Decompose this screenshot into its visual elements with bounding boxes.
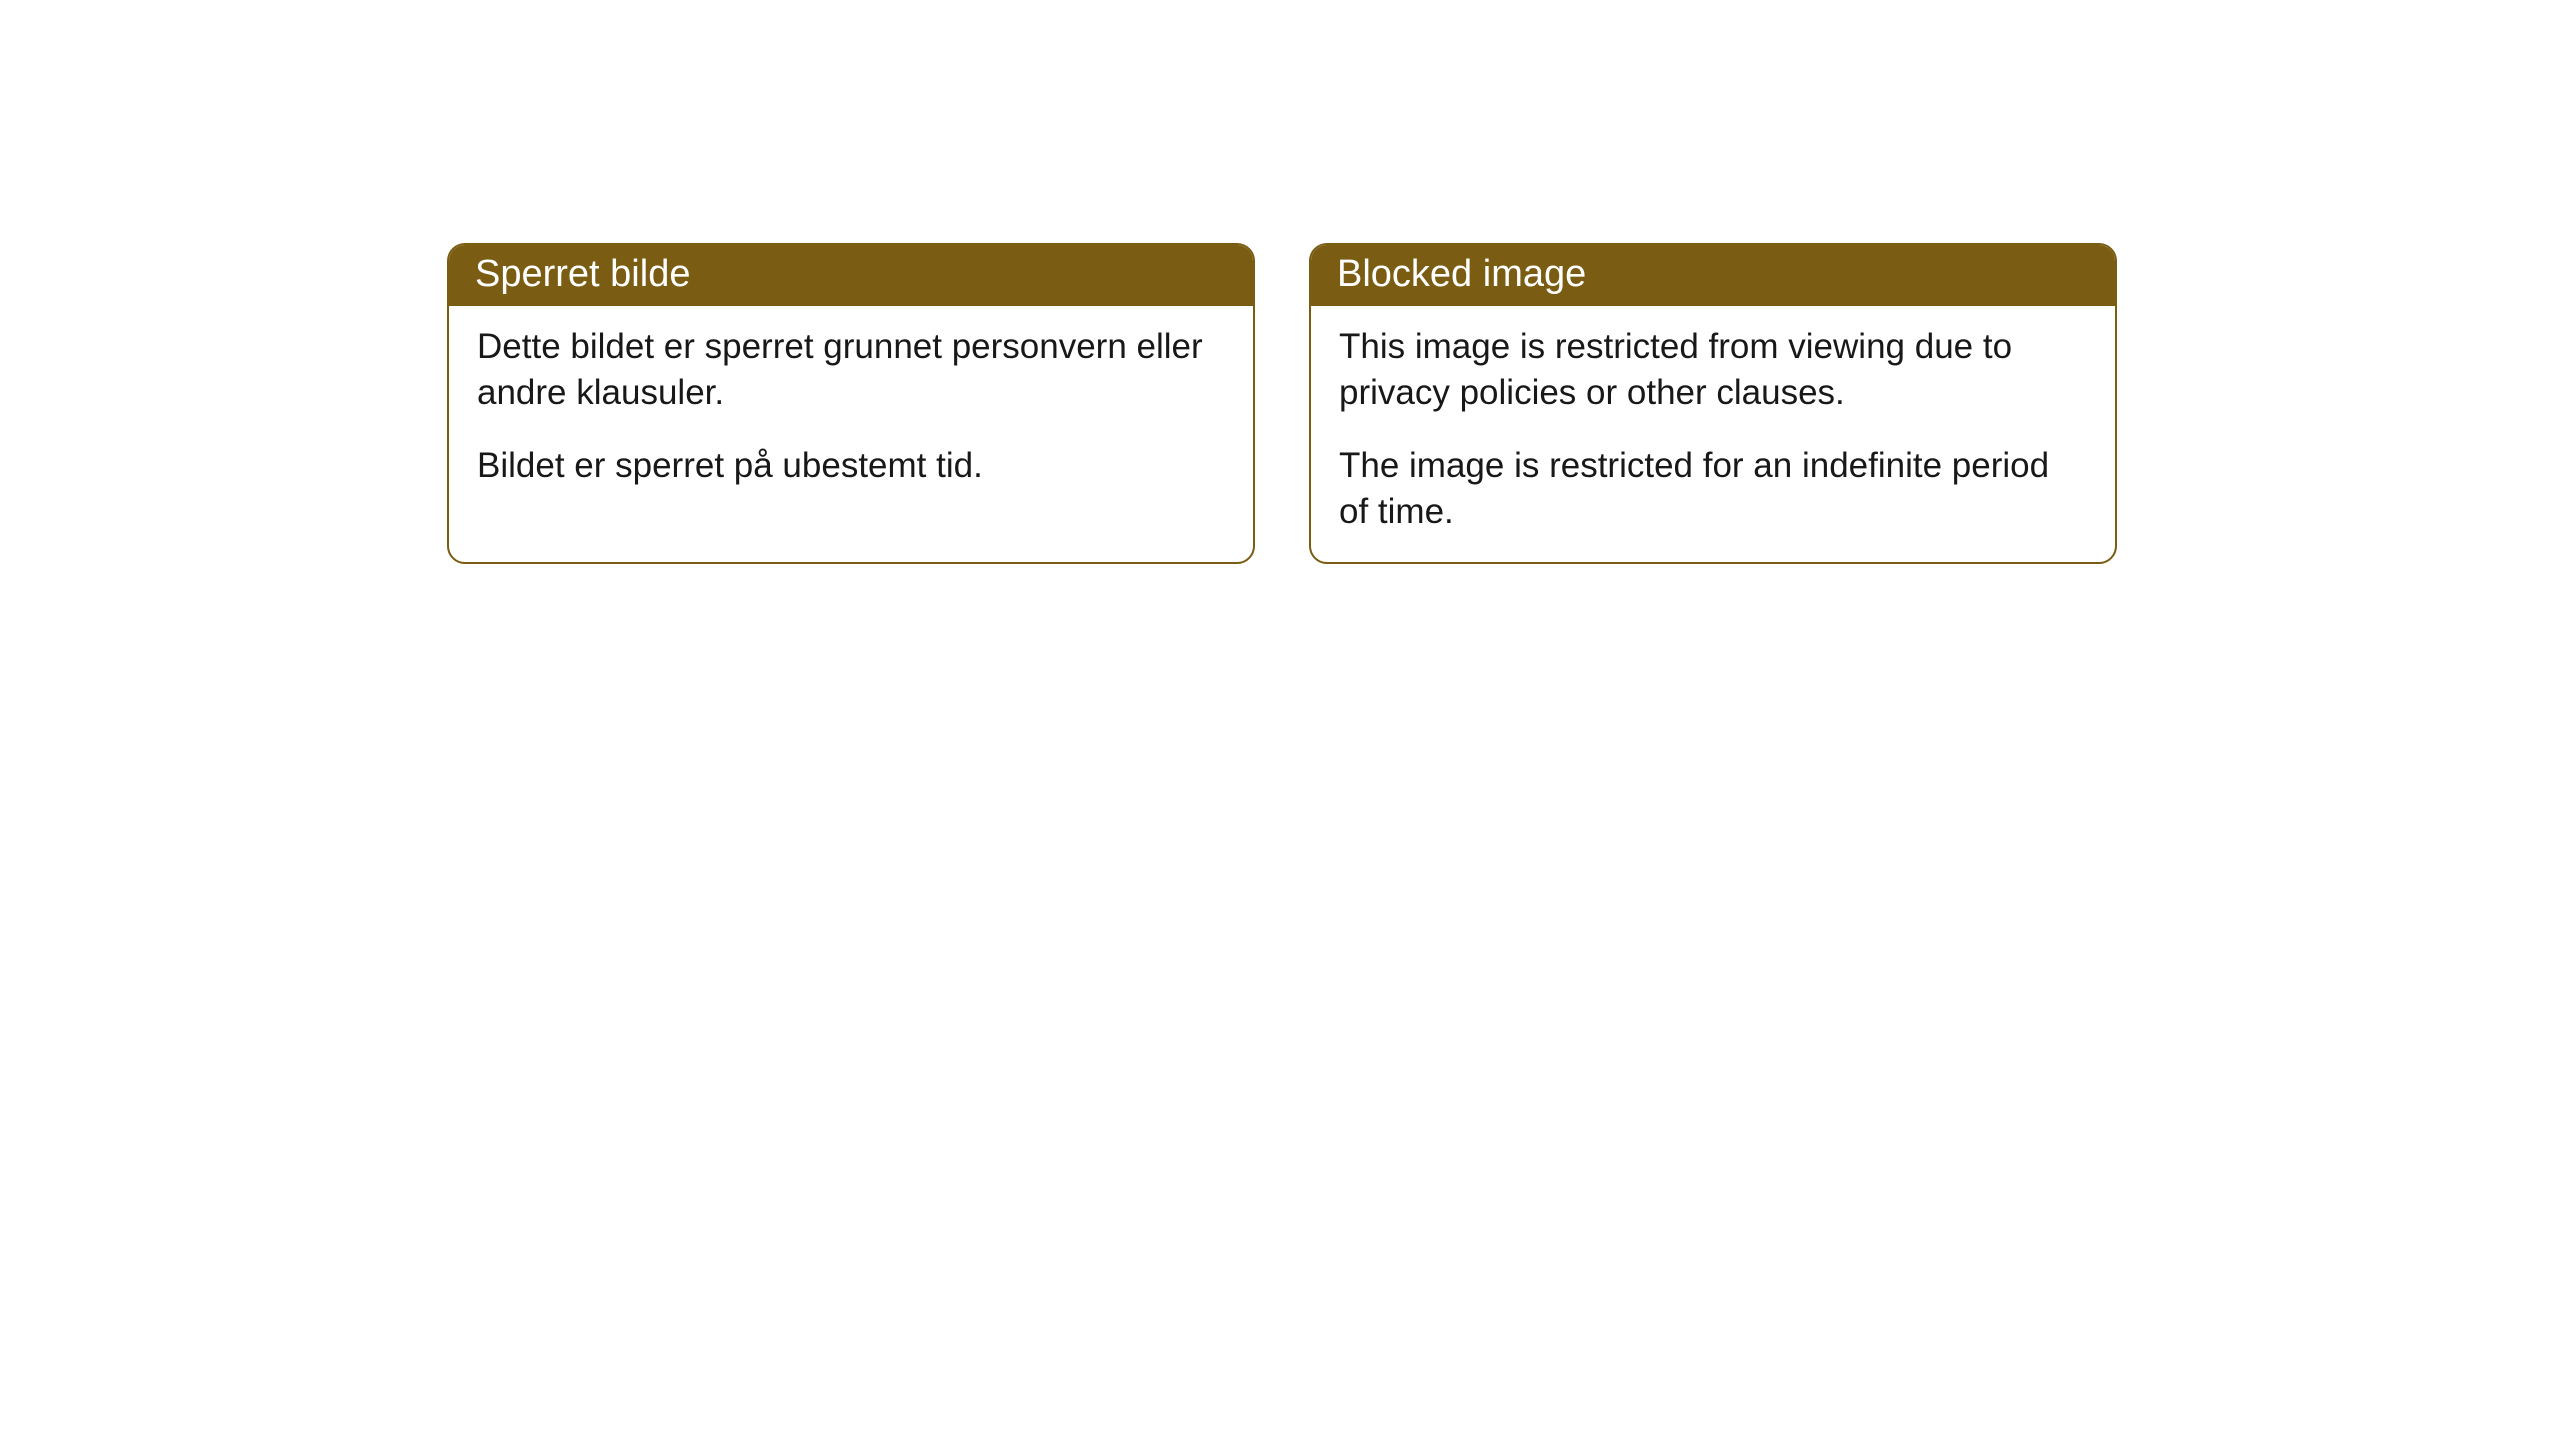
card-paragraph: Dette bildet er sperret grunnet personve… (477, 324, 1225, 415)
card-header: Blocked image (1311, 245, 2115, 306)
card-paragraph: Bildet er sperret på ubestemt tid. (477, 443, 1225, 489)
card-paragraph: The image is restricted for an indefinit… (1339, 443, 2087, 534)
blocked-image-card-english: Blocked image This image is restricted f… (1309, 243, 2117, 564)
card-title: Blocked image (1337, 253, 1586, 295)
cards-container: Sperret bilde Dette bildet er sperret gr… (447, 243, 2117, 564)
card-header: Sperret bilde (449, 245, 1253, 306)
card-paragraph: This image is restricted from viewing du… (1339, 324, 2087, 415)
card-body: This image is restricted from viewing du… (1311, 306, 2115, 562)
card-body: Dette bildet er sperret grunnet personve… (449, 306, 1253, 517)
card-title: Sperret bilde (475, 253, 690, 295)
blocked-image-card-norwegian: Sperret bilde Dette bildet er sperret gr… (447, 243, 1255, 564)
